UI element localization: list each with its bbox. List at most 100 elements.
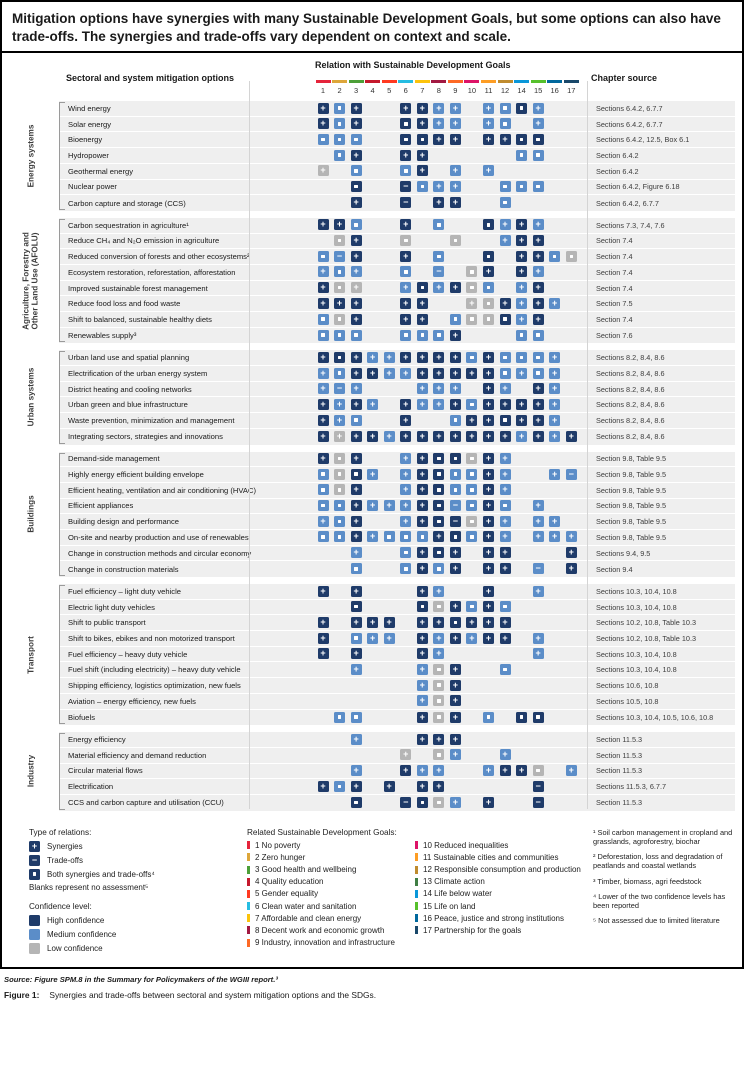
row-cells: + + + + (249, 233, 587, 249)
cell-synergy: + (532, 414, 544, 426)
both-dot-icon (404, 270, 408, 274)
cell-synergy: + (499, 547, 511, 559)
cell-synergy: + (499, 297, 511, 309)
cell-both (532, 149, 544, 161)
matrix-row: Bioenergy + + + + Sections 6.4.2, 12.5, Box… (59, 132, 735, 149)
cell-synergy: + (433, 430, 445, 442)
cell-tradeoff: − (449, 500, 461, 512)
cell-synergy: + (350, 351, 362, 363)
cell-synergy: + (516, 367, 528, 379)
cell-tradeoff: − (565, 468, 577, 480)
footnote: ¹ Soil carbon management in cropland and… (593, 827, 733, 846)
cell-synergy: + (317, 118, 329, 130)
both-dot-icon (337, 153, 342, 157)
matrix-row: Urban green and blue infrastructure + + + +… (59, 397, 735, 414)
cell-both (466, 601, 478, 613)
cell-synergy: + (416, 648, 428, 660)
row-cells: + + + + − + + + + (249, 514, 587, 530)
cell-synergy: + (350, 149, 362, 161)
matrix-row: Shipping efficiency, logistics optimizat… (59, 678, 735, 694)
legend-confidence-items: High confidence Medium confidence Low conf… (29, 914, 247, 954)
both-dot-icon (337, 488, 342, 492)
cell-tradeoff: − (532, 563, 544, 575)
cell-both (334, 102, 346, 114)
row-cells: + + (249, 678, 587, 694)
cell-both (29, 868, 40, 880)
row-label: Reduce food loss and food waste (68, 299, 181, 309)
cell-synergy: + (449, 547, 461, 559)
row-cells: − + + (249, 179, 587, 195)
cell-both (466, 484, 478, 496)
cell-synergy: + (532, 266, 544, 278)
row-cells: + + − + + + (249, 264, 587, 280)
cell-both (400, 266, 412, 278)
both-dot-icon (503, 503, 507, 508)
row-source: Section 9.8, Table 9.5 (596, 454, 667, 464)
cell-synergy: + (350, 663, 362, 675)
sector-gutter: Industry (2, 732, 59, 810)
row-cells: − + + − (249, 795, 587, 811)
cell-synergy: + (416, 547, 428, 559)
sdg-legend-label: 7 Affordable and clean energy (255, 913, 362, 923)
both-dot-icon (503, 418, 507, 422)
row-cells: + + + + + + + + + + (249, 631, 587, 647)
cell-both (483, 250, 494, 262)
cell-synergy: + (350, 398, 362, 410)
footnote: ⁵ Not assessed due to limited literature (593, 916, 720, 926)
cell-synergy: + (400, 282, 412, 294)
row-source: Section 7.4 (596, 314, 633, 324)
sector-band: Carbon sequestration in agriculture¹ + + +… (59, 217, 735, 344)
cell-synergy: + (383, 616, 395, 628)
both-dot-icon (470, 488, 474, 492)
row-cells: + + + + + + + + (249, 413, 587, 429)
cell-synergy: + (433, 133, 445, 145)
sdg-legend-item: 11 Sustainable cities and communities (415, 853, 583, 862)
row-source: Sections 9.4, 9.5 (596, 548, 651, 558)
cell-synergy: + (449, 663, 461, 675)
cell-synergy: + (416, 663, 428, 675)
matrix-row: Shift to balanced, sustainable healthy d… (59, 312, 735, 328)
matrix-row: Efficient appliances + + + + + − + + Section 9.… (59, 499, 735, 515)
figure-footer: Source: Figure SPM.8 in the Summary for … (0, 969, 744, 1004)
both-dot-icon (354, 800, 358, 805)
row-source: Sections 10.5, 10.8 (596, 696, 659, 706)
cell-both (449, 531, 461, 543)
cell-synergy: + (433, 648, 445, 660)
cell-synergy: + (350, 266, 362, 278)
cell-synergy: + (532, 102, 544, 114)
row-cells: + + + + + + + + (249, 763, 587, 779)
matrix-row: Urban land use and spatial planning + + + +… (59, 350, 735, 367)
row-cells: + + + + + + + + + (249, 615, 587, 631)
cell-synergy: + (499, 563, 511, 575)
both-dot-icon (470, 317, 474, 321)
cell-synergy: + (350, 250, 362, 262)
sdg-strip-segment (348, 80, 364, 84)
matrix-row: Carbon capture and storage (CCS) + − + + Se… (59, 195, 735, 211)
sector-label: Energy systems (25, 124, 35, 188)
cell-both (334, 468, 346, 480)
both-dot-icon (337, 355, 342, 360)
sdg-legend-label: 15 Life on land (423, 901, 476, 911)
row-cells: + + + + + + + + + + (249, 350, 587, 366)
matrix-row: Waste prevention, minimization and manag… (59, 413, 735, 429)
cell-synergy: + (499, 235, 511, 247)
row-label: Shift to bikes, ebikes and non motorized… (68, 633, 235, 643)
sdg-legend-item: 7 Affordable and clean energy (247, 914, 415, 923)
cell-synergy: + (466, 632, 478, 644)
both-dot-icon (404, 169, 408, 173)
both-dot-icon (437, 683, 441, 687)
cell-synergy: + (416, 468, 428, 480)
matrix-row: Energy efficiency + + + + Section 11.5.3 (59, 732, 735, 748)
cell-synergy: + (516, 235, 528, 247)
legend-blank-note: Blanks represent no assessment⁵ (29, 882, 149, 892)
sector-section: Energy systems Wind energy + + + + + + + + Sect… (2, 101, 735, 211)
sector-label: Industry (25, 755, 35, 788)
cell-synergy: + (549, 531, 561, 543)
cell-synergy: + (433, 367, 445, 379)
cell-synergy: + (433, 632, 445, 644)
sdg-color-bar-icon (247, 841, 250, 850)
cell-synergy: + (317, 430, 329, 442)
cell-both (433, 329, 445, 341)
cell-synergy: + (400, 102, 412, 114)
cell-both (350, 329, 362, 341)
